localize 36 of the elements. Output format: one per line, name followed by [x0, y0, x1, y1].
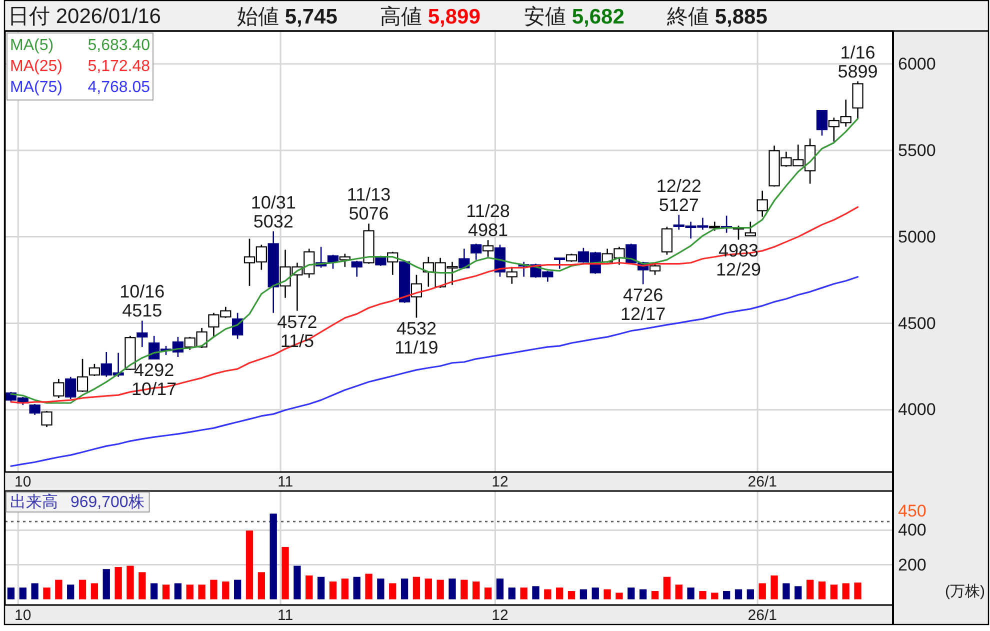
x-tick-label: 10 [14, 607, 32, 624]
y-tick-label: 400 [898, 520, 926, 540]
title: 出来高 969,700株 [6, 492, 150, 512]
header-item: 高値 5,899 [380, 5, 480, 28]
annotation: 10/31 5032 [250, 192, 296, 232]
legend: MA(5) 5,683.40 MA(25) 5,172.48 MA(75) 4,768.05 [6, 32, 154, 100]
annotation: 5,683.40 [88, 37, 150, 54]
header-item: 終値 5,885 [667, 5, 768, 28]
annotation: 5,172.48 [88, 58, 150, 75]
x-tick-label: 11 [277, 607, 294, 624]
y-tick-label: 5000 [898, 227, 936, 246]
title: 日付 2026/01/16 [8, 5, 161, 28]
y-tick-label: 5500 [898, 140, 936, 160]
annotation: 4,768.05 [88, 79, 150, 96]
x-tick-label: 12 [492, 474, 508, 490]
annotation: 11/13 5076 [346, 184, 391, 224]
annotation: 4532 11/19 [394, 318, 438, 358]
annotation: 4726 12/17 [620, 285, 666, 324]
header-item: 始値 5,745 [237, 5, 338, 28]
ref-line-label: 450 [898, 502, 926, 521]
y-tick-label: 4500 [898, 314, 936, 333]
annotation: 12/22 5127 [656, 176, 702, 215]
annotation: 11/28 4981 [466, 201, 510, 240]
x-tick-label: 26/1 [748, 607, 777, 624]
chart-title: 出来高 969,700株 [10, 493, 144, 511]
x-tick-label: 12 [492, 607, 508, 624]
x-tick-label: 10 [14, 474, 32, 490]
y-tick-label: 6000 [898, 54, 936, 74]
annotation: 10/16 4515 [120, 282, 165, 321]
x-tick-label: 26/1 [748, 474, 777, 490]
annotation: 1/16 5899 [838, 42, 878, 82]
y-axis-title: (万株) [945, 583, 985, 600]
x-tick-label: 11 [277, 474, 294, 490]
header-item: 安値 5,682 [524, 5, 624, 28]
y-tick-label: 4000 [898, 400, 936, 420]
y-tick-label: 200 [898, 555, 926, 574]
